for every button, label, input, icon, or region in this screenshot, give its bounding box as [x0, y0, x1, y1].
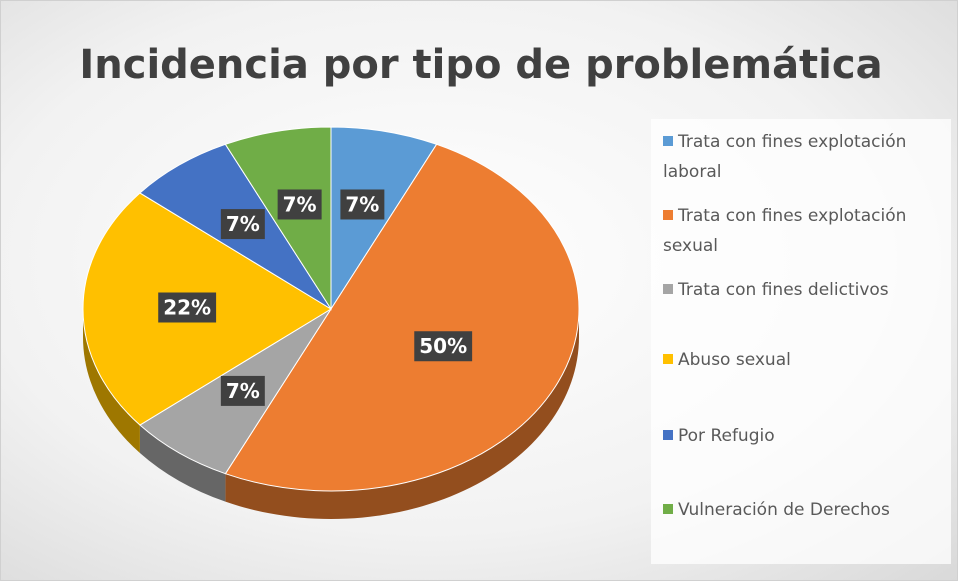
data-label-box [220, 209, 265, 240]
legend-swatch [663, 284, 673, 294]
legend-swatch [663, 504, 673, 514]
legend-item: Abuso sexual [663, 345, 947, 375]
legend-item: Trata con fines explotación sexual [663, 201, 947, 261]
legend-label: Abuso sexual [678, 350, 791, 370]
legend-label: Trata con fines explotación sexual [663, 206, 907, 256]
slice [224, 143, 580, 492]
chart-title: Incidencia por tipo de problemática [79, 42, 882, 88]
legend-item: Trata con fines delictivos [663, 275, 947, 305]
legend-swatch [663, 354, 673, 364]
data-label-box [340, 189, 385, 220]
slice-side [139, 425, 226, 502]
legend-label: Por Refugio [678, 426, 775, 446]
data-label-box [220, 375, 265, 406]
legend-item: Vulneración de Derechos [663, 495, 947, 525]
legend-label: Trata con fines explotación laboral [663, 132, 907, 182]
legend-item: Trata con fines explotación laboral [663, 127, 947, 187]
slice-side [83, 309, 140, 454]
legend-swatch [663, 210, 673, 220]
legend: Trata con fines explotación laboral Trata… [651, 119, 951, 564]
data-label: 7% [283, 192, 317, 216]
legend-label: Vulneración de Derechos [678, 500, 890, 520]
data-label-box [158, 292, 217, 323]
legend-swatch [663, 430, 673, 440]
data-label-box [277, 189, 322, 220]
data-label: 7% [226, 212, 260, 236]
legend-label: Trata con fines delictivos [678, 280, 889, 300]
data-label: 50% [419, 334, 467, 358]
data-label: 22% [163, 296, 211, 320]
legend-item: Por Refugio [663, 421, 947, 451]
slice-side [225, 309, 579, 519]
data-label: 7% [345, 192, 379, 216]
data-label: 7% [226, 379, 260, 403]
legend-swatch [663, 136, 673, 146]
data-label-box [414, 331, 473, 362]
